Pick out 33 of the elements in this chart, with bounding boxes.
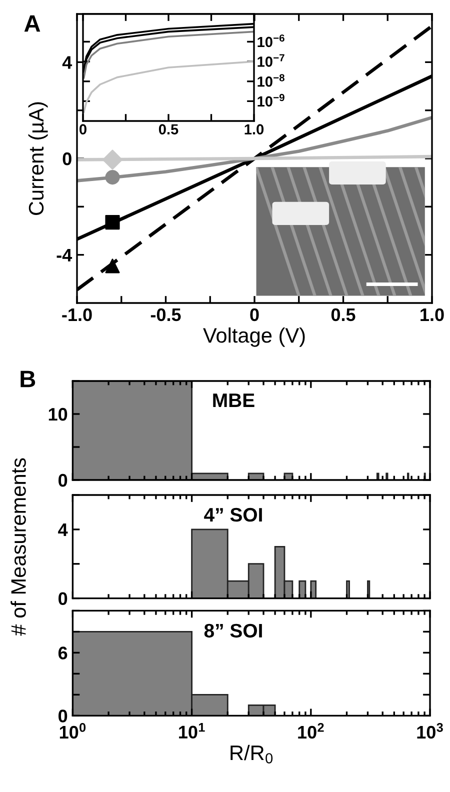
- y-axis-title: Current (µA): [28, 102, 48, 215]
- y-tick-label: 4: [58, 524, 68, 536]
- x-axis-title: Voltage (V): [203, 327, 305, 347]
- x-tick-label: -0.5: [150, 308, 181, 322]
- y-tick-label: 0: [58, 592, 68, 606]
- x-tick-label: 1.0: [420, 308, 444, 322]
- x-tick-label: 0.5: [158, 124, 178, 134]
- x-axis-title: R/R$_{0}$: [230, 744, 273, 764]
- x-tick-label: 10$^{2}$: [298, 722, 324, 739]
- y-tick-label: 10$^{−9}$: [258, 94, 284, 107]
- y-tick-label: 0: [62, 152, 72, 166]
- text: 4” SOI: [204, 508, 262, 522]
- y-tick-label: -4: [56, 248, 72, 262]
- text: A: [24, 15, 40, 32]
- y-tick-label: 10: [48, 408, 68, 421]
- x-tick-label: 10$^{0}$: [60, 722, 86, 739]
- y-tick-label: 0: [58, 710, 68, 722]
- x-tick-label: 10$^{1}$: [179, 722, 205, 739]
- x-tick-label: 0.5: [331, 308, 356, 322]
- y-tick-label: 10$^{−8}$: [258, 74, 284, 87]
- x-tick-label: 1.0: [244, 124, 264, 134]
- x-tick-label: 10$^{3}$: [417, 722, 443, 739]
- x-tick-label: 0: [80, 124, 86, 134]
- y-tick-label: 4: [62, 56, 72, 69]
- text: 8” SOI: [204, 624, 262, 638]
- text: B: [20, 370, 36, 388]
- y-tick-label: 6: [58, 646, 68, 660]
- y-tick-label: 0: [58, 474, 68, 487]
- y-tick-label: 10$^{−6}$: [258, 34, 284, 48]
- y-tick-label: 10$^{−7}$: [258, 54, 284, 67]
- y-axis-title: # of Measurements: [10, 458, 26, 636]
- chart-title: MBE: [213, 394, 254, 407]
- x-tick-label: -1.0: [62, 308, 92, 322]
